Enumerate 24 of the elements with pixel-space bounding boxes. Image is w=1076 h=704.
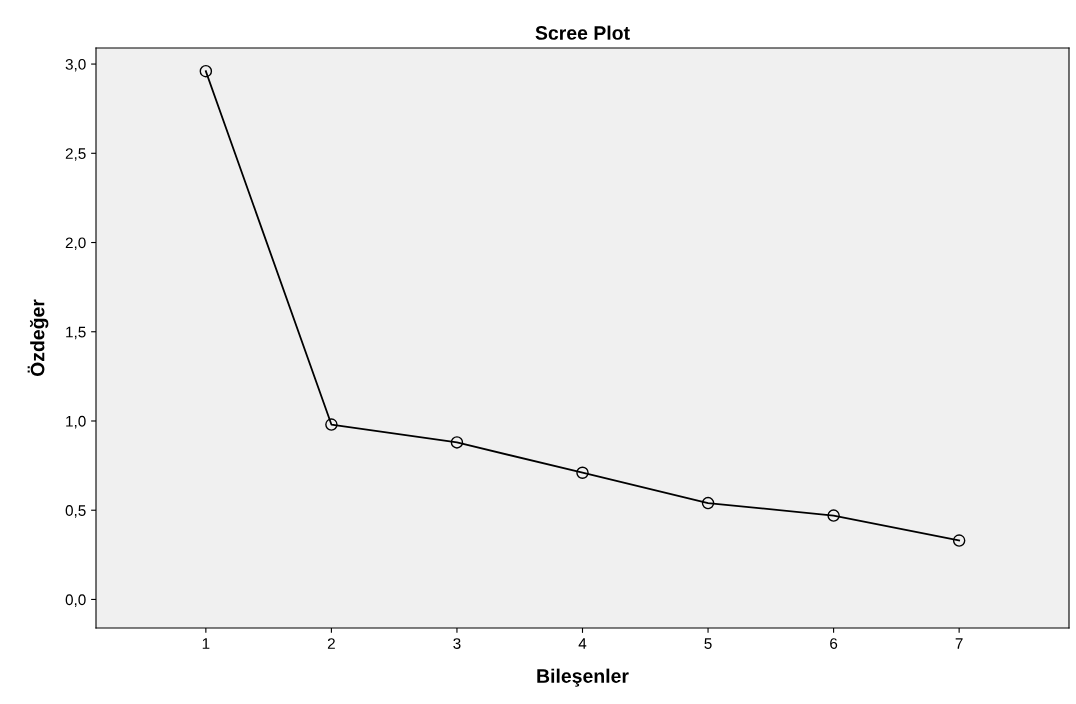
x-tick-label: 6 [830, 638, 838, 649]
x-tick-label: 1 [202, 638, 210, 649]
y-tick-label: 2,0 [65, 237, 86, 251]
point [325, 418, 338, 431]
x-axis-title: Bileşenler [537, 668, 629, 687]
x-tick-label: 4 [578, 638, 587, 649]
x-tick-label: 7 [955, 638, 963, 649]
point [199, 64, 213, 78]
y-axis-title: Özdeğer [27, 299, 49, 377]
y-tick-label: 0,0 [65, 594, 86, 607]
x-tick-label: 5 [704, 638, 712, 649]
x-tick-label: 3 [453, 638, 461, 649]
y-tick-label: 0,5 [65, 505, 86, 518]
point [701, 496, 715, 510]
y-tick-label: 2,5 [65, 148, 86, 161]
y-tick-label: 1,5 [66, 326, 86, 340]
x-tick-label: 2 [327, 638, 335, 649]
point [952, 534, 966, 547]
point [827, 509, 840, 522]
y-tick-label: 3,0 [65, 58, 86, 72]
chart-title: Scree Plot [535, 25, 630, 40]
point [450, 436, 464, 449]
y-tick-label: 1,0 [66, 415, 86, 429]
point [576, 466, 589, 479]
